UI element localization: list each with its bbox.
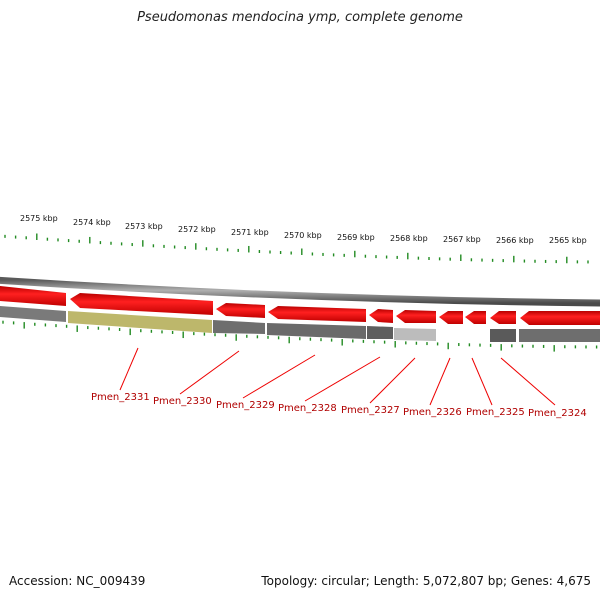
scale-label: 2565 kbp [549,236,587,245]
scale-label: 2568 kbp [390,234,428,243]
inner-track-segment [394,328,436,341]
gene-labels: Pmen_2331 Pmen_2330 Pmen_2329 Pmen_2328 … [91,392,587,419]
inner-track-segment [490,329,516,342]
gene-arrow-pmen-2330 [216,303,265,318]
scale-ticks-bottom [2,320,598,352]
leader-line [429,357,451,406]
scale-label: 2574 kbp [73,218,111,227]
gene-arrow-pmen-2331 [70,293,213,315]
gene-arrow [520,311,600,325]
gene-label[interactable]: Pmen_2325 [466,407,525,418]
leader-line [242,354,316,399]
leader-line [119,347,139,391]
gene-label[interactable]: Pmen_2324 [528,408,587,419]
inner-track-segment [367,326,393,339]
topology-text: Topology: circular; Length: 5,072,807 bp… [261,574,591,588]
gene-arrows [0,286,600,325]
inner-track-segment [0,306,66,322]
inner-track [0,306,600,342]
gene-label-leaders [119,347,556,406]
gene-label[interactable]: Pmen_2331 [91,392,150,403]
leader-line [471,357,493,406]
scale-label: 2573 kbp [125,222,163,231]
gene-label[interactable]: Pmen_2329 [216,400,275,411]
scale-label: 2571 kbp [231,228,269,237]
gene-arrow-pmen-2328 [369,309,393,323]
scale-labels: 2575 kbp 2574 kbp 2573 kbp 2572 kbp 2571… [20,214,587,245]
gene-label[interactable]: Pmen_2327 [341,405,400,416]
scale-label: 2570 kbp [284,231,322,240]
scale-label: 2566 kbp [496,236,534,245]
gene-arrow-pmen-2327 [396,310,436,323]
inner-track-segment-highlight [68,311,212,333]
inner-track-segment [213,320,265,334]
scale-label: 2569 kbp [337,233,375,242]
gene-label[interactable]: Pmen_2330 [153,396,212,407]
outer-backbone-track [0,276,600,307]
gene-arrow-pmen-2326 [439,311,463,324]
gene-label[interactable]: Pmen_2328 [278,403,337,414]
map-title: Pseudomonas mendocina ymp, complete geno… [137,10,463,25]
gene-arrow-pmen-2325 [465,311,486,324]
gene-arrow [0,286,66,306]
inner-track-segment [519,329,600,342]
scale-label: 2575 kbp [20,214,58,223]
leader-line [369,357,416,404]
gene-arrow-pmen-2324 [490,311,516,324]
leader-line [179,350,240,395]
inner-track-segment [267,323,366,339]
gene-label[interactable]: Pmen_2326 [403,407,462,418]
leader-line [304,356,381,402]
scale-label: 2572 kbp [178,225,216,234]
scale-ticks-top [4,233,589,264]
leader-line [500,357,556,406]
scale-label: 2567 kbp [443,235,481,244]
accession-text: Accession: NC_009439 [9,574,146,588]
gene-arrow-pmen-2329 [268,306,366,322]
